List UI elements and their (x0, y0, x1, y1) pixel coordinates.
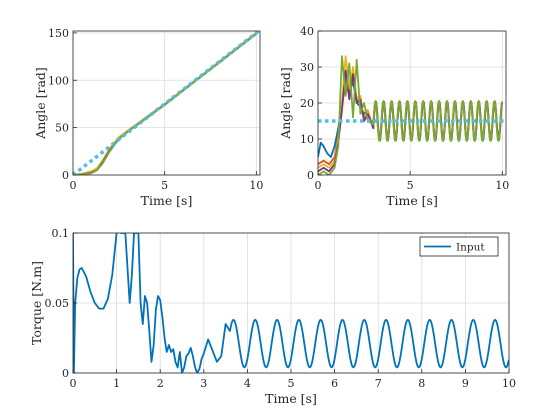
y-tick-label: 100 (48, 74, 69, 87)
series-line-input (73, 233, 509, 373)
x-tick-label: 4 (244, 377, 251, 390)
series-group (318, 55, 506, 175)
x-tick-label: 5 (161, 179, 168, 192)
x-tick-label: 3 (200, 377, 207, 390)
legend-box (419, 236, 499, 257)
x-tick-label: 7 (375, 377, 382, 390)
y-tick-label: 30 (300, 61, 314, 74)
x-tick-label: 0 (70, 179, 77, 192)
x-tick-label: 10 (249, 179, 263, 192)
y-tick-label: 0 (62, 367, 69, 380)
y-tick-label: 0 (307, 169, 314, 182)
axes-box (72, 30, 261, 176)
y-tick-label: 0 (62, 169, 69, 182)
series-line-5 (73, 31, 260, 175)
x-tick-label: 10 (495, 179, 509, 192)
x-tick-label: 1 (113, 377, 120, 390)
x-axis-label: Time [s] (265, 391, 317, 406)
series-group (73, 233, 509, 373)
x-tick-label: 10 (502, 377, 516, 390)
y-tick-label: 40 (300, 25, 314, 38)
x-tick-label: 0 (315, 179, 322, 192)
x-tick-label: 8 (418, 377, 425, 390)
x-tick-label: 9 (462, 377, 469, 390)
series-line-4 (318, 55, 503, 175)
x-tick-label: 2 (157, 377, 164, 390)
y-axis-label: Angle [rad] (33, 67, 48, 140)
y-tick-label: 10 (300, 133, 314, 146)
y-tick-label: 0.1 (52, 227, 70, 240)
x-tick-label: 5 (407, 179, 414, 192)
y-tick-label: 20 (300, 97, 314, 110)
angle-plot-top-right: 0 5 10 0 10 20 30 40 Time [s] Angle [rad] (278, 25, 509, 208)
torque-plot-bottom: 0 1 2 3 4 5 6 7 8 9 10 0 0.05 0.1 Time [s] Torque [N.m]… (29, 227, 516, 406)
legend-label: Input (456, 242, 485, 254)
x-tick-label: 6 (331, 377, 338, 390)
y-axis-label: Angle [rad] (278, 67, 293, 140)
x-axis-label: Time [s] (386, 193, 438, 208)
y-axis-label: Torque [N.m] (29, 261, 44, 345)
y-tick-label: 0.05 (45, 297, 70, 310)
y-tick-label: 50 (55, 122, 69, 135)
y-tick-label: 150 (48, 27, 69, 40)
x-tick-label: 0 (70, 377, 77, 390)
legend: Input (419, 236, 499, 257)
x-tick-label: 5 (288, 377, 295, 390)
x-axis-label: Time [s] (141, 193, 193, 208)
series-group (73, 31, 260, 175)
